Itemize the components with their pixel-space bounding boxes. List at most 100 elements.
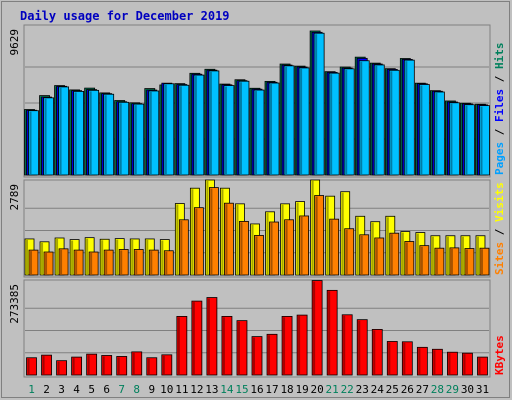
bar-body (206, 297, 218, 376)
bar-shade (403, 342, 406, 374)
bar-body (344, 228, 355, 276)
bar-shade (240, 222, 243, 274)
bar-visits-sites-day-26 (404, 241, 415, 276)
panel-visits-legend-text: Sites / Visits (493, 182, 506, 275)
bar-shade (42, 356, 45, 374)
bar-shade (192, 302, 195, 374)
bar-kbytes-kbytes-day-15 (236, 320, 248, 376)
bar-body (116, 356, 128, 376)
bar-shade (386, 217, 389, 274)
bar-visits-sites-day-10 (163, 250, 174, 276)
bar-shade (375, 65, 378, 174)
x-tick-label-day-6: 6 (103, 383, 110, 396)
bar-hits-pages-day-16 (253, 89, 265, 176)
bar-shade (104, 95, 107, 174)
bar-shade (463, 354, 466, 374)
bar-hits-pages-day-2 (43, 97, 54, 176)
bar-body (43, 97, 54, 176)
bar-shade (195, 208, 198, 274)
bar-body (103, 93, 115, 176)
bar-shade (209, 71, 212, 174)
bar-kbytes-kbytes-day-25 (386, 341, 398, 376)
x-tick-label-day-11: 11 (175, 383, 188, 396)
bar-shade (221, 189, 224, 274)
bar-body (163, 83, 175, 176)
bar-shade (478, 358, 481, 374)
bar-kbytes-kbytes-day-5 (86, 353, 98, 376)
bar-shade (360, 235, 363, 274)
bar-body (403, 59, 415, 176)
panel-visits-legend: Sites / Visits (493, 182, 506, 275)
bar-kbytes-kbytes-day-8 (131, 351, 143, 376)
bar-visits-sites-day-28 (434, 247, 445, 276)
bar-shade (420, 246, 423, 274)
bar-shade (313, 281, 316, 374)
x-tick-label-day-25: 25 (386, 383, 399, 396)
panel-kbytes-max-label: 273385 (8, 284, 21, 324)
bar-shade (239, 82, 242, 174)
bar-shade (480, 249, 483, 274)
bar-visits-sites-day-8 (133, 249, 144, 276)
bar-body (148, 249, 159, 276)
x-tick-label-day-7: 7 (118, 383, 125, 396)
bar-shade (283, 317, 286, 374)
bar-hits-pages-day-30 (464, 104, 475, 176)
bar-body (373, 64, 385, 176)
bar-body (88, 251, 99, 276)
bar-visits-sites-day-7 (118, 249, 129, 276)
bar-kbytes-kbytes-day-13 (206, 297, 218, 376)
bar-body (193, 74, 205, 176)
bar-hits-pages-day-18 (283, 65, 295, 176)
bar-shade (116, 239, 119, 274)
bar-kbytes-kbytes-day-3 (56, 360, 67, 376)
bar-visits-sites-day-31 (479, 247, 490, 276)
bar-body (101, 355, 113, 376)
bar-shade (134, 105, 137, 174)
bar-shade (147, 358, 150, 374)
bar-body (462, 352, 473, 376)
bar-shade (165, 251, 168, 274)
bar-hits-pages-day-14 (223, 85, 235, 176)
bar-shade (60, 249, 63, 274)
panel-kbytes-legend: KBytes (493, 335, 506, 375)
bar-shade (135, 250, 138, 274)
bar-shade (253, 337, 255, 374)
bar-body (266, 333, 278, 376)
bar-kbytes-kbytes-day-9 (146, 357, 158, 376)
bar-body (447, 351, 458, 376)
bar-visits-sites-day-24 (374, 237, 385, 276)
panel-kbytes: 273385 KBytes (8, 279, 506, 378)
bar-shade (465, 249, 468, 274)
x-tick-label-day-28: 28 (431, 383, 444, 396)
bar-body (28, 249, 39, 276)
bar-body (419, 245, 430, 276)
bar-shade (161, 240, 164, 274)
legend-separator: / (493, 122, 506, 142)
bar-shade (268, 335, 271, 374)
x-tick-label-day-4: 4 (73, 383, 80, 396)
bar-hits-pages-day-8 (133, 103, 145, 176)
bar-shade (41, 242, 44, 274)
bar-kbytes-kbytes-day-2 (41, 354, 52, 376)
bar-body (193, 207, 204, 276)
chart-title: Daily usage for December 2019 (20, 9, 230, 23)
legend-item-visits: Visits (493, 182, 506, 222)
bar-body (26, 357, 37, 376)
bar-shade (89, 91, 92, 174)
bar-shade (285, 220, 288, 274)
bar-shade (450, 248, 453, 274)
bar-shade (162, 355, 165, 374)
bar-hits-pages-day-27 (418, 84, 430, 176)
bar-shade (119, 103, 122, 174)
bar-body (371, 329, 383, 376)
bar-hits-pages-day-12 (193, 74, 205, 176)
bar-body (329, 218, 340, 276)
bar-shade (373, 330, 376, 374)
bar-visits-sites-day-16 (254, 235, 264, 276)
bar-body (388, 69, 400, 176)
x-axis-labels: 1 2 3 4 5 6 7 8 9 10 11 12 13 14 15 16 17 18 19 20 21 22 23 24 2… (28, 383, 489, 396)
bar-visits-sites-day-30 (464, 248, 475, 276)
panel-visits: 2789 Sites / Visits (8, 179, 506, 278)
bar-kbytes-kbytes-day-29 (447, 351, 458, 376)
